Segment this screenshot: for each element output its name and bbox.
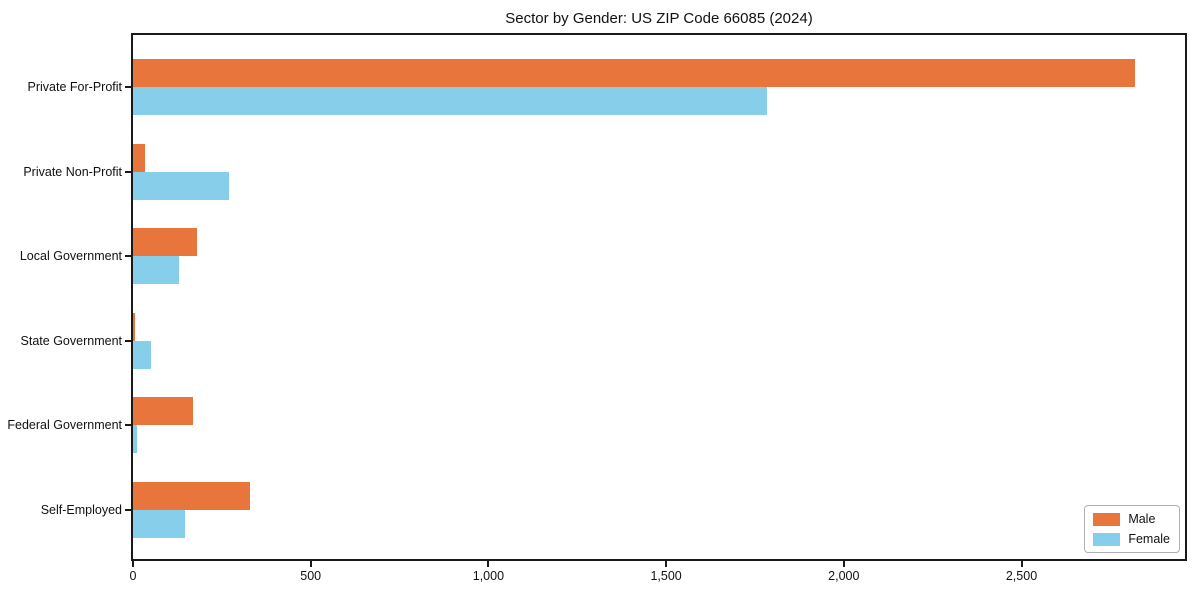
- bar-male-3: [133, 228, 197, 257]
- x-tick-mark: [842, 561, 845, 567]
- plot-area: Male Female: [131, 33, 1187, 561]
- bar-male-4: [133, 312, 135, 341]
- x-tick-label: 1,500: [650, 569, 682, 583]
- y-tick-label: Private Non-Profit: [23, 164, 122, 179]
- x-tick-mark: [665, 561, 668, 567]
- y-tick-label: Private For-Profit: [27, 80, 122, 94]
- legend-item-female: Female: [1093, 532, 1170, 546]
- bar-male-5: [133, 397, 194, 426]
- y-tick-mark: [125, 339, 131, 342]
- y-tick-mark: [125, 509, 131, 511]
- bar-male-6: [133, 482, 251, 510]
- x-tick-mark: [132, 561, 134, 567]
- x-tick-mark: [309, 561, 312, 567]
- chart-title: Sector by Gender: US ZIP Code 66085 (202…: [505, 10, 813, 27]
- x-tick-label: 2,500: [1005, 569, 1038, 583]
- x-tick-label: 500: [300, 569, 322, 583]
- bar-female-5: [133, 425, 137, 454]
- bar-female-2: [133, 171, 229, 200]
- y-tick-mark: [125, 86, 131, 88]
- x-tick-mark: [1020, 561, 1023, 567]
- bar-female-1: [133, 87, 768, 115]
- bar-male-1: [133, 59, 1136, 87]
- x-tick-label: 0: [129, 569, 137, 583]
- bar-female-4: [133, 340, 151, 369]
- y-tick-label: State Government: [20, 333, 122, 348]
- y-tick-label: Local Government: [19, 249, 122, 264]
- male-swatch-icon: [1093, 512, 1121, 526]
- y-tick-label: Federal Government: [7, 418, 122, 433]
- y-tick-label: Self-Employed: [40, 503, 122, 517]
- legend-label-female: Female: [1128, 532, 1170, 546]
- y-tick-mark: [125, 170, 131, 173]
- x-tick-label: 2,000: [828, 569, 860, 583]
- bar-female-6: [133, 510, 185, 538]
- y-tick-mark: [125, 255, 131, 258]
- legend-label-male: Male: [1128, 512, 1156, 526]
- y-tick-mark: [125, 424, 131, 427]
- female-swatch-icon: [1093, 532, 1121, 546]
- x-tick-label: 1,000: [472, 569, 505, 583]
- legend-item-male: Male: [1093, 512, 1170, 526]
- bar-male-2: [133, 143, 146, 172]
- legend: Male Female: [1084, 505, 1180, 553]
- bar-female-3: [133, 256, 180, 285]
- x-tick-mark: [487, 561, 490, 567]
